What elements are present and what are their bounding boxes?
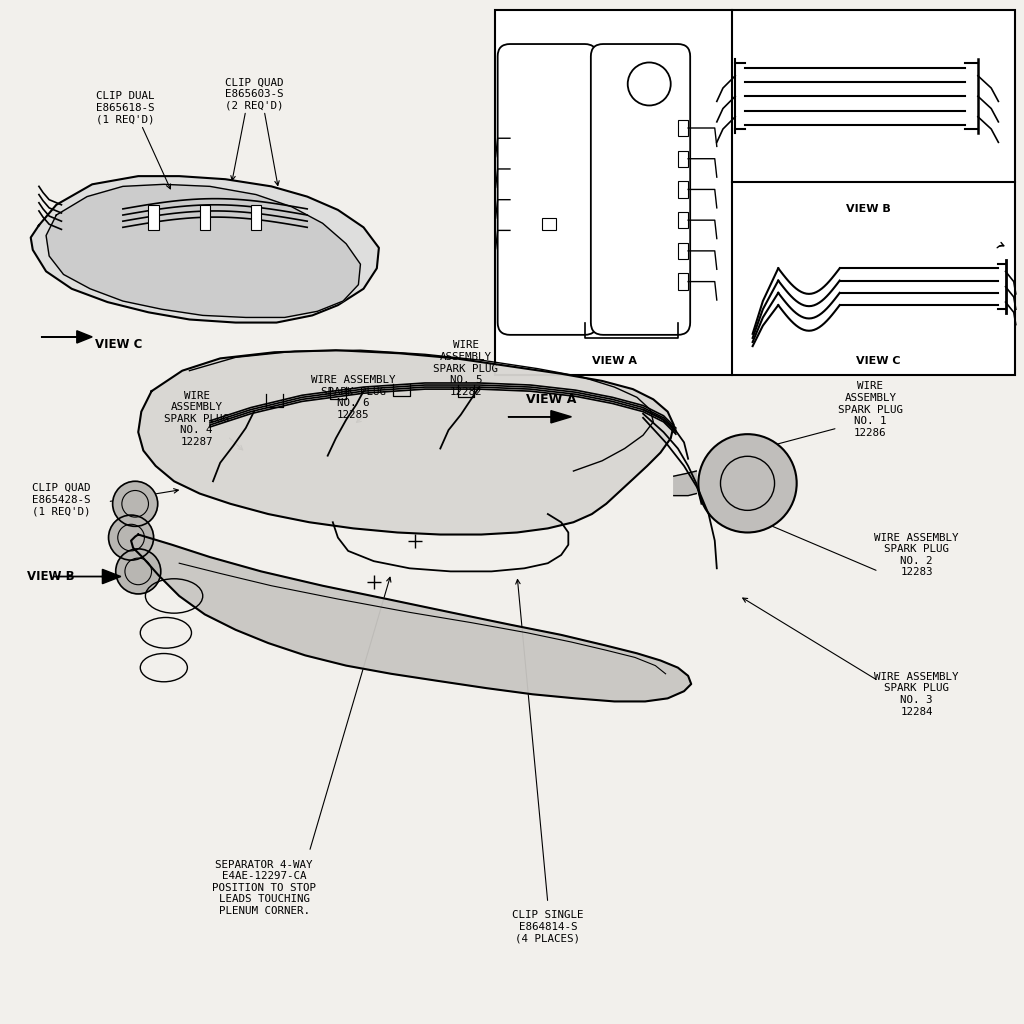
Bar bbox=[542, 218, 556, 230]
Text: SEPARATOR 4-WAY
E4AE-12297-CA
POSITION TO STOP
LEADS TOUCHING
PLENUM CORNER.: SEPARATOR 4-WAY E4AE-12297-CA POSITION T… bbox=[212, 859, 316, 916]
Circle shape bbox=[698, 434, 797, 532]
Text: VIEW C: VIEW C bbox=[856, 356, 901, 367]
Polygon shape bbox=[138, 350, 674, 535]
Bar bbox=[678, 273, 688, 290]
Text: VIEW B: VIEW B bbox=[846, 204, 891, 214]
Polygon shape bbox=[131, 535, 691, 701]
Bar bbox=[200, 205, 210, 230]
Text: WIRE ASSEMBLY
SPARK PLUG
NO. 6
12285: WIRE ASSEMBLY SPARK PLUG NO. 6 12285 bbox=[311, 375, 395, 420]
Bar bbox=[148, 205, 159, 230]
Text: WIRE
ASSEMBLY
SPARK PLUG
NO. 1
12286: WIRE ASSEMBLY SPARK PLUG NO. 1 12286 bbox=[838, 381, 903, 438]
Bar bbox=[678, 151, 688, 167]
Text: CLIP SINGLE
E864814-S
(4 PLACES): CLIP SINGLE E864814-S (4 PLACES) bbox=[512, 910, 584, 943]
Bar bbox=[678, 120, 688, 136]
Text: VIEW A: VIEW A bbox=[592, 356, 637, 367]
Bar bbox=[495, 10, 1015, 375]
Text: WIRE ASSEMBLY
SPARK PLUG
NO. 3
12284: WIRE ASSEMBLY SPARK PLUG NO. 3 12284 bbox=[874, 672, 958, 717]
Text: WIRE
ASSEMBLY
SPARK PLUG
NO. 5
12282: WIRE ASSEMBLY SPARK PLUG NO. 5 12282 bbox=[433, 340, 499, 397]
Text: VIEW B: VIEW B bbox=[27, 570, 75, 583]
FancyBboxPatch shape bbox=[498, 44, 597, 335]
Polygon shape bbox=[508, 411, 571, 423]
Polygon shape bbox=[41, 331, 92, 343]
Circle shape bbox=[109, 515, 154, 560]
Polygon shape bbox=[31, 176, 379, 323]
Polygon shape bbox=[53, 569, 121, 584]
Bar bbox=[678, 181, 688, 198]
Text: VIEW C: VIEW C bbox=[95, 338, 142, 350]
Polygon shape bbox=[46, 184, 360, 317]
Text: CLIP QUAD
E865428-S
(1 REQ'D): CLIP QUAD E865428-S (1 REQ'D) bbox=[32, 483, 91, 516]
Text: VIEW A: VIEW A bbox=[525, 392, 577, 406]
Text: CLIP DUAL
E865618-S
(1 REQ'D): CLIP DUAL E865618-S (1 REQ'D) bbox=[95, 91, 155, 124]
Text: WIRE
ASSEMBLY
SPARK PLUG
NO. 4
12287: WIRE ASSEMBLY SPARK PLUG NO. 4 12287 bbox=[164, 390, 229, 447]
Text: WIRE ASSEMBLY
SPARK PLUG
NO. 2
12283: WIRE ASSEMBLY SPARK PLUG NO. 2 12283 bbox=[874, 532, 958, 578]
Bar bbox=[251, 205, 261, 230]
Polygon shape bbox=[674, 471, 696, 496]
Circle shape bbox=[116, 549, 161, 594]
Circle shape bbox=[113, 481, 158, 526]
Bar bbox=[678, 243, 688, 259]
Text: CLIP QUAD
E865603-S
(2 REQ'D): CLIP QUAD E865603-S (2 REQ'D) bbox=[224, 78, 284, 111]
FancyBboxPatch shape bbox=[591, 44, 690, 335]
Bar bbox=[678, 212, 688, 228]
